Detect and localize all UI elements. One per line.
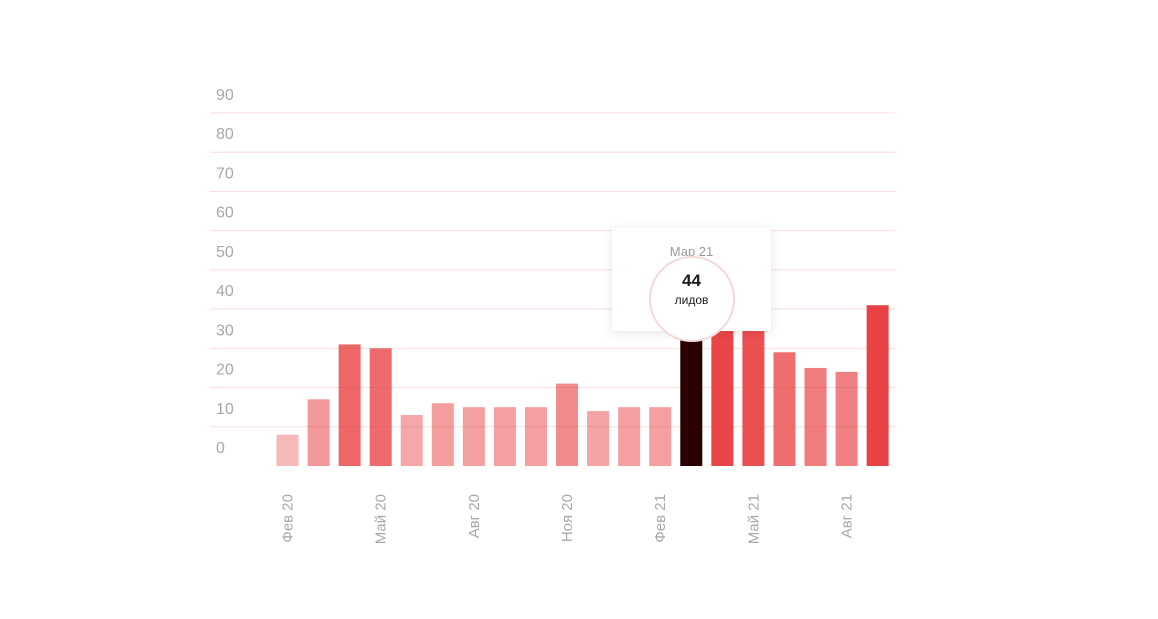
bar-Окт-20[interactable] bbox=[524, 407, 547, 466]
x-tick-label: Ноя 20 bbox=[559, 494, 576, 542]
tooltip-unit: лидов bbox=[674, 293, 709, 307]
bars bbox=[276, 293, 889, 466]
bar-Сен-20[interactable] bbox=[493, 407, 516, 466]
x-tick-label: Авг 21 bbox=[839, 494, 856, 538]
bar-Июл-20[interactable] bbox=[431, 403, 454, 466]
y-tick-label: 30 bbox=[216, 322, 234, 339]
x-tick-label: Авг 20 bbox=[466, 494, 483, 538]
y-tick-label: 0 bbox=[216, 440, 225, 457]
bar-Янв-21[interactable] bbox=[618, 407, 641, 466]
x-tick-label: Май 21 bbox=[745, 494, 762, 544]
bar-Апр-21[interactable] bbox=[711, 309, 734, 466]
bar-Май-20[interactable] bbox=[369, 348, 392, 466]
bar-Ноя-20[interactable] bbox=[556, 383, 579, 466]
bar-Июн-21[interactable] bbox=[773, 352, 796, 466]
x-tick-label: Май 20 bbox=[373, 494, 390, 544]
bar-Июн-20[interactable] bbox=[400, 415, 423, 466]
bar-Апр-20[interactable] bbox=[338, 344, 361, 466]
bar-Сен-21[interactable] bbox=[866, 305, 889, 466]
y-tick-label: 70 bbox=[216, 165, 234, 182]
y-tick-label: 50 bbox=[216, 244, 234, 261]
grid-lines bbox=[210, 112, 895, 428]
tooltip-circle bbox=[649, 256, 735, 342]
y-tick-label: 20 bbox=[216, 362, 234, 379]
y-tick-label: 10 bbox=[216, 401, 234, 418]
bar-Май-21[interactable] bbox=[742, 320, 765, 466]
x-tick-label: Фев 21 bbox=[652, 494, 669, 543]
bar-Фев-21[interactable] bbox=[649, 407, 672, 466]
bar-Дек-20[interactable] bbox=[587, 411, 610, 466]
x-axis-ticks: Фев 20 Май 20 Авг 20 Ноя 20 Фев 21 Май 21 Авг … bbox=[280, 494, 856, 544]
y-axis-ticks: 90 80 70 60 50 40 30 20 10 0 bbox=[216, 87, 234, 457]
bar-Мар-20[interactable] bbox=[307, 399, 330, 466]
bar-tooltip: Мар 21 44 лидов bbox=[612, 228, 771, 342]
x-tick-label: Фев 20 bbox=[280, 494, 297, 543]
y-tick-label: 80 bbox=[216, 126, 234, 143]
y-tick-label: 40 bbox=[216, 283, 234, 300]
bar-Авг-20[interactable] bbox=[462, 407, 485, 466]
tooltip-value: 44 bbox=[682, 271, 701, 290]
y-tick-label: 90 bbox=[216, 87, 234, 104]
tooltip-month: Мар 21 bbox=[669, 244, 714, 259]
y-tick-label: 60 bbox=[216, 205, 234, 222]
bar-Авг-21[interactable] bbox=[835, 371, 858, 466]
bar-Фев-20[interactable] bbox=[276, 434, 299, 466]
bar-Июл-21[interactable] bbox=[804, 367, 827, 466]
